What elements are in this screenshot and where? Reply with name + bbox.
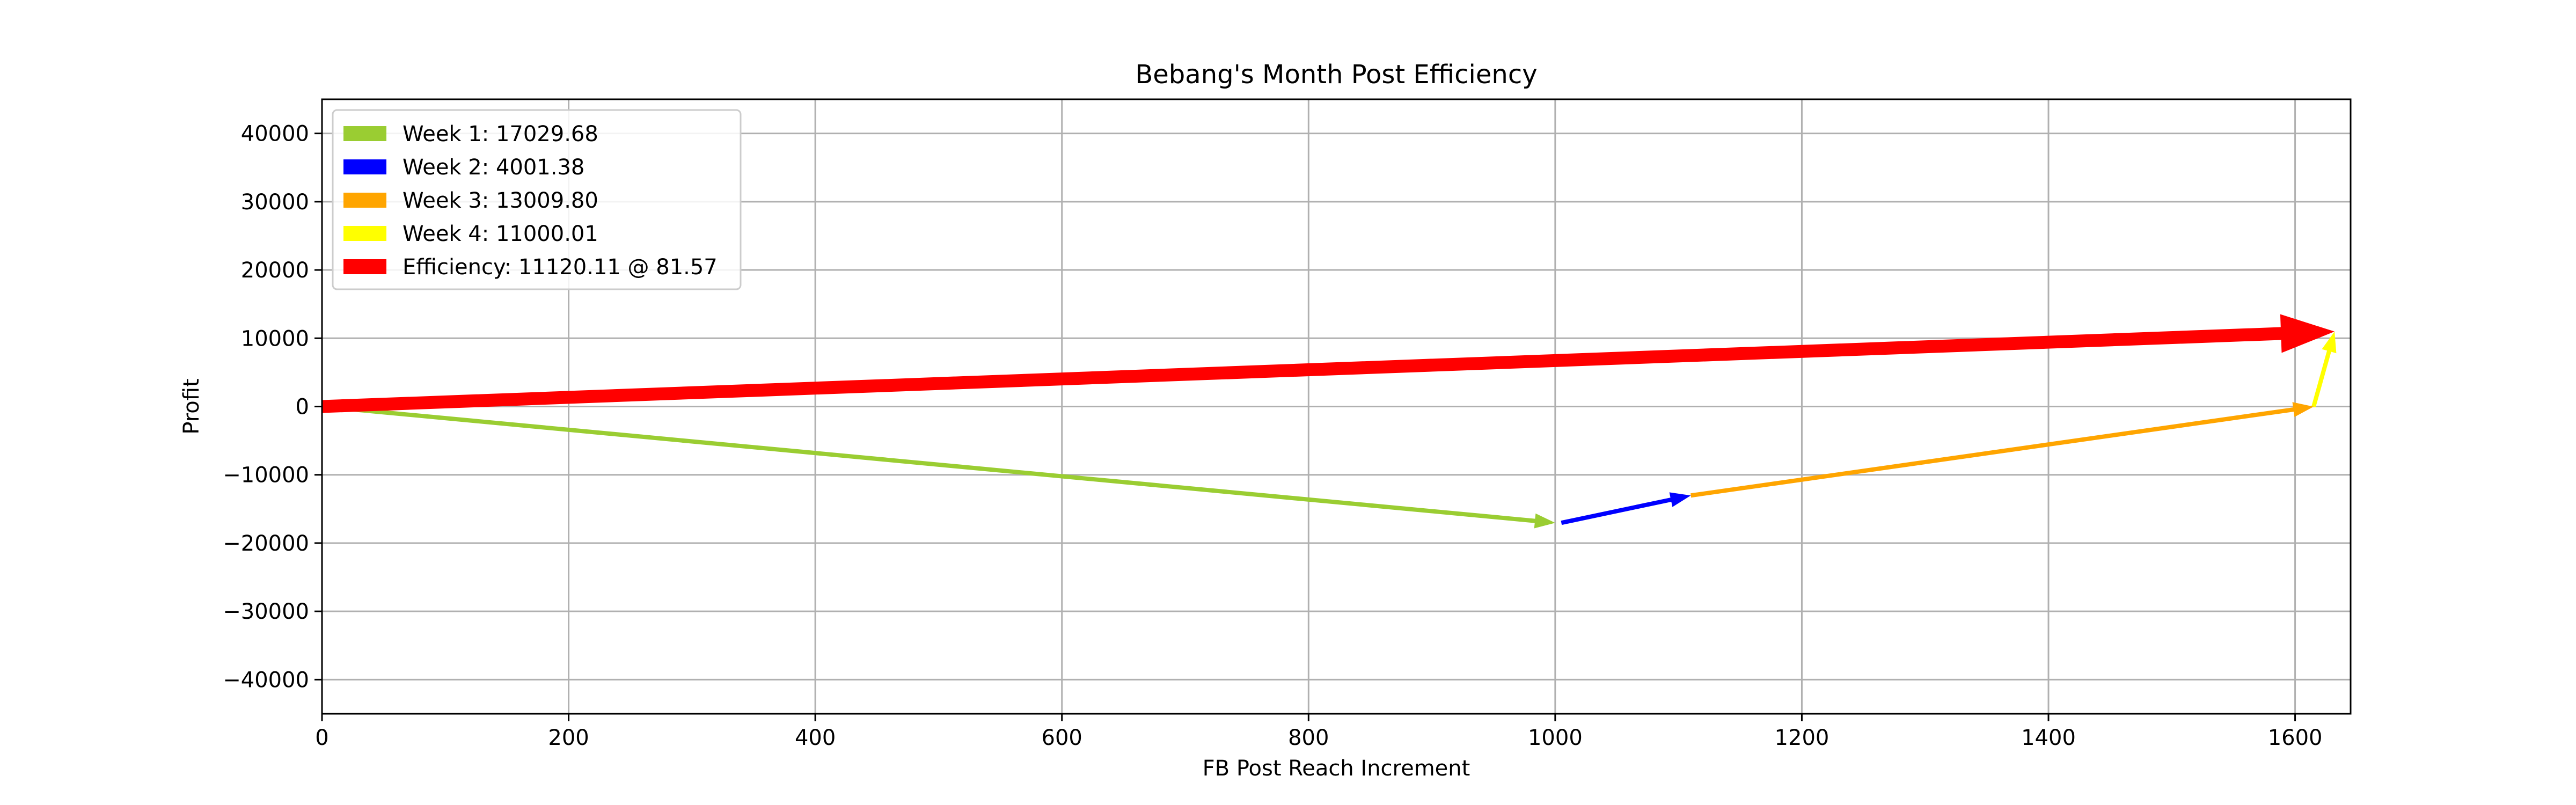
- arrow-4: [2311, 331, 2337, 407]
- y-tick-label: −40000: [223, 668, 309, 692]
- x-axis-label: FB Post Reach Increment: [1203, 756, 1470, 781]
- legend-label: Week 2: 4001.38: [402, 155, 584, 180]
- y-tick-label: 40000: [241, 122, 309, 147]
- x-tick-label: 1000: [1528, 726, 1583, 750]
- x-tick-label: 0: [315, 726, 328, 750]
- legend-label: Week 1: 17029.68: [402, 122, 598, 147]
- x-tick-label: 200: [548, 726, 589, 750]
- arrows: [321, 314, 2337, 529]
- y-tick-label: 30000: [241, 190, 309, 215]
- x-axis-ticks: 0 200 400 600 800 1000 1200 1400 1600: [315, 714, 2322, 750]
- arrow-3: [1690, 402, 2314, 498]
- x-tick-label: 800: [1288, 726, 1329, 750]
- legend: Week 1: 17029.68 Week 2: 4001.38 Week 3: 1…: [332, 109, 742, 290]
- arrow-2: [1561, 492, 1691, 525]
- legend-swatch: [343, 159, 386, 174]
- x-tick-label: 400: [795, 726, 836, 750]
- legend-swatch: [343, 259, 386, 274]
- x-tick-label: 600: [1042, 726, 1082, 750]
- legend-label: Efficiency: 11120.11 @ 81.57: [402, 255, 718, 280]
- legend-label: Week 4: 11000.01: [402, 222, 598, 246]
- y-tick-label: −30000: [223, 599, 309, 624]
- y-axis-label: Profit: [179, 378, 204, 434]
- chart-title: Bebang's Month Post Efficiency: [1135, 60, 1537, 90]
- legend-swatch: [343, 126, 386, 141]
- y-tick-label: 10000: [241, 326, 309, 351]
- arrow-1: [321, 404, 1555, 529]
- y-tick-label: 0: [296, 395, 309, 420]
- legend-label: Week 3: 13009.80: [402, 188, 598, 213]
- x-tick-label: 1200: [1775, 726, 1829, 750]
- legend-swatch: [343, 193, 386, 208]
- y-axis-ticks: −40000 −30000 −20000 −10000 0 10000 20000 30000…: [223, 122, 322, 692]
- arrow-5: [321, 314, 2335, 413]
- legend-swatch: [343, 226, 386, 241]
- y-tick-label: 20000: [241, 258, 309, 283]
- y-tick-label: −10000: [223, 463, 309, 488]
- legend-box: [332, 109, 742, 290]
- x-tick-label: 1400: [2021, 726, 2076, 750]
- x-tick-label: 1600: [2268, 726, 2323, 750]
- y-tick-label: −20000: [223, 531, 309, 556]
